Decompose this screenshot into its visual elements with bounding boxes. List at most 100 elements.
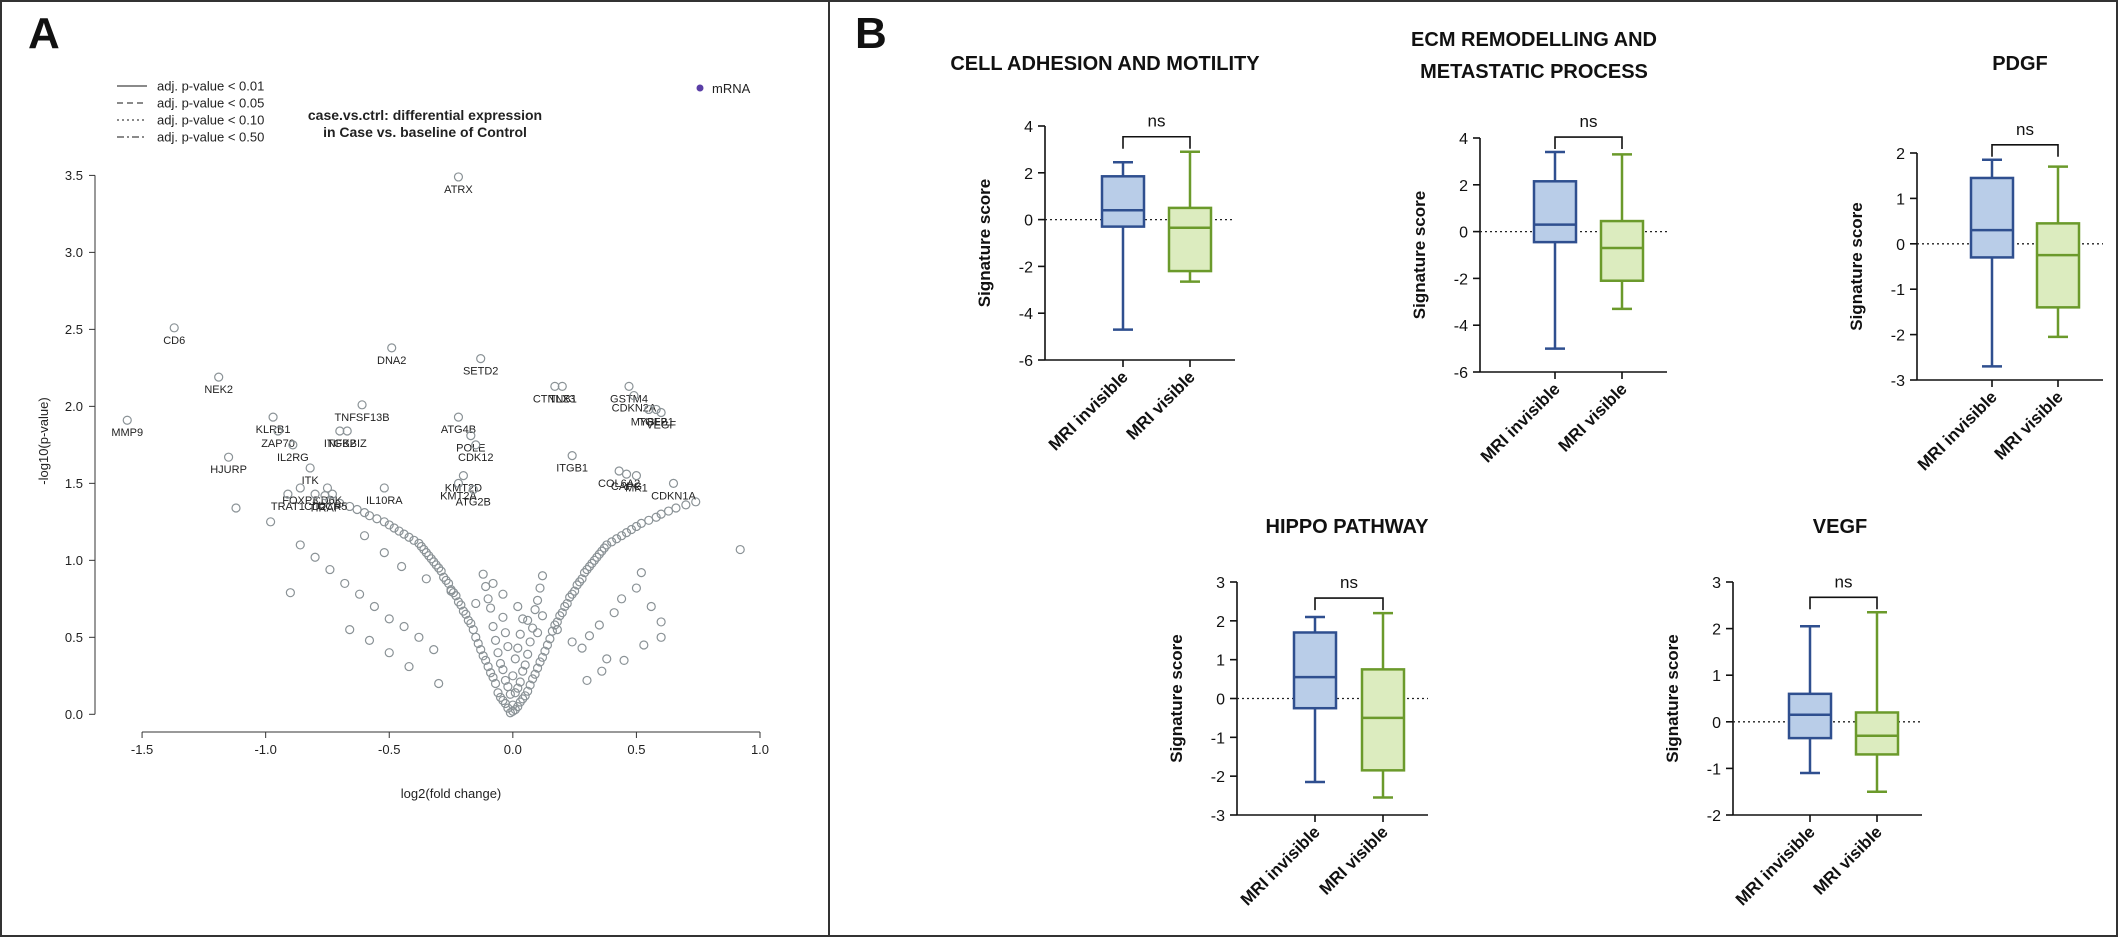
y-tick-label: -3 (1211, 808, 1225, 825)
data-point (476, 354, 486, 364)
data-point (421, 548, 431, 558)
data-point (493, 688, 503, 698)
y-tick-label: 0.0 (65, 707, 83, 722)
data-point (409, 535, 419, 545)
data-point (582, 675, 592, 686)
box-iqr (1167, 206, 1213, 273)
data-point (345, 625, 355, 635)
gene-label: CD6K (313, 495, 343, 507)
data-point (599, 543, 609, 553)
data-point (488, 621, 498, 632)
gene-label: COL6A2 (598, 478, 640, 490)
data-point (525, 680, 535, 690)
data-point (636, 568, 646, 578)
data-point (594, 549, 604, 559)
y-tick-label: 3 (1216, 575, 1225, 592)
y-axis-label: Signature score (1847, 202, 1866, 331)
significance-bracket (1991, 144, 2059, 157)
data-point (446, 586, 456, 596)
gene-label: MK1 (625, 483, 648, 495)
data-point (404, 661, 414, 672)
data-point (510, 654, 520, 664)
y-tick-label: 0 (1024, 213, 1033, 230)
x-tick-label: -1.0 (254, 742, 276, 757)
data-point (535, 657, 545, 667)
data-point (295, 540, 305, 550)
data-point (537, 571, 548, 581)
data-point (384, 520, 394, 530)
data-point (681, 500, 691, 510)
box-iqr (1360, 668, 1406, 772)
y-tick-label: 2 (1896, 146, 1905, 163)
data-point (631, 521, 642, 532)
data-point (574, 577, 585, 587)
data-point (283, 489, 293, 499)
data-point (550, 620, 560, 630)
data-point (624, 381, 634, 391)
data-point (629, 390, 639, 401)
data-point (500, 675, 511, 686)
gene-label: CD6 (163, 335, 185, 347)
data-point (461, 609, 471, 619)
data-point (594, 620, 604, 630)
y-tick-label: 0 (1712, 715, 1721, 732)
data-point (508, 671, 518, 681)
data-point (335, 498, 345, 508)
data-point (434, 563, 444, 573)
data-point (364, 511, 375, 521)
data-point (528, 623, 538, 633)
data-point (468, 484, 478, 495)
y-tick-label: 0 (1216, 692, 1225, 709)
data-point (513, 702, 523, 712)
gene-label: CTNNB1 (533, 393, 577, 405)
x-tick-label: 0.5 (627, 742, 645, 757)
gene-label: NFKBIZ (328, 438, 367, 450)
data-point (537, 611, 548, 621)
data-point (451, 591, 461, 601)
y-tick-label: 1 (1216, 653, 1225, 670)
data-point (310, 489, 320, 499)
significance-label: ns (2016, 120, 2034, 139)
data-point (584, 631, 595, 641)
gene-label: CCR5 (317, 501, 347, 513)
box-iqr (1100, 175, 1146, 228)
data-point (345, 501, 355, 512)
data-point (273, 426, 283, 436)
gene-label: VEGF (646, 420, 676, 432)
data-point (266, 517, 276, 527)
data-point (488, 672, 498, 682)
threshold-legend-label: adj. p-value < 0.50 (157, 130, 264, 145)
data-point (671, 503, 681, 513)
data-point (651, 512, 661, 522)
gene-label: TLX3 (549, 393, 575, 405)
data-point (231, 503, 241, 513)
data-point (498, 695, 508, 706)
volcano-title: in Case vs. baseline of Control (323, 124, 527, 140)
y-tick-label: 2.5 (65, 322, 83, 337)
data-point (656, 617, 666, 627)
data-point (557, 608, 567, 618)
gene-label: TIRAP (309, 503, 341, 515)
data-point (429, 645, 439, 655)
data-point (621, 469, 632, 479)
y-tick-label: 0 (1459, 225, 1468, 242)
y-tick-label: -1 (1707, 761, 1721, 778)
data-point (530, 669, 540, 679)
data-point (555, 611, 565, 621)
data-point (305, 463, 315, 473)
y-tick-label: 1 (1896, 191, 1905, 208)
y-tick-label: 0 (1896, 237, 1905, 254)
y-axis-label: -log10(p-value) (36, 397, 51, 484)
data-point (419, 544, 429, 555)
gene-label: FOXP3 (282, 495, 318, 507)
data-point (485, 668, 496, 678)
data-point (387, 343, 397, 353)
y-axis-label: Signature score (1410, 191, 1429, 320)
data-point (577, 574, 587, 584)
data-point (379, 483, 389, 493)
data-point (602, 654, 612, 664)
y-axis-label: Signature score (975, 179, 994, 308)
data-point (565, 592, 575, 602)
y-tick-label: 1.0 (65, 553, 83, 568)
data-point (325, 495, 335, 505)
